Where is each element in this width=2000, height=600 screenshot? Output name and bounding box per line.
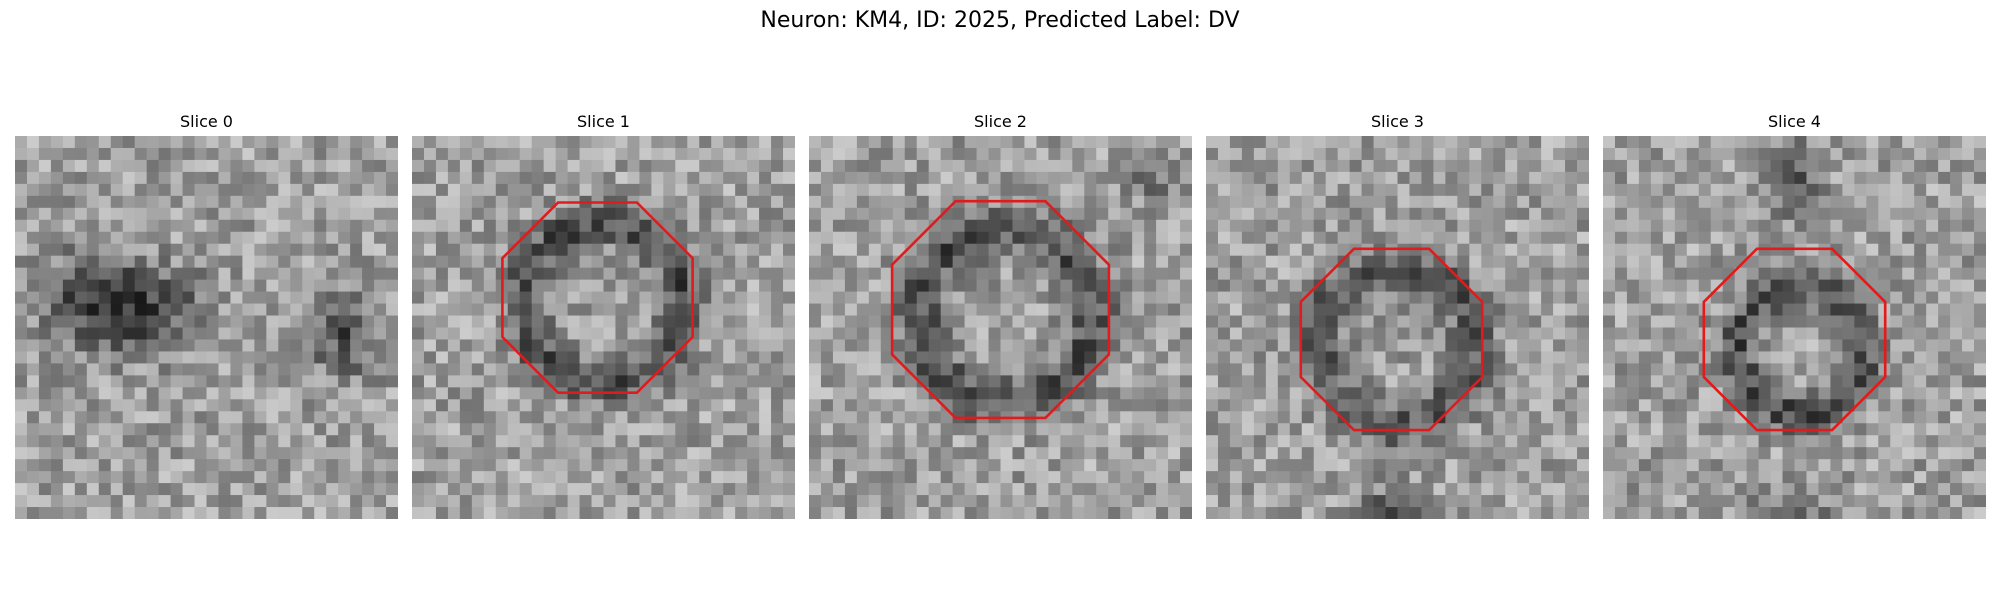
slice-panel-2: Slice 2 [809,110,1192,519]
contour-outline [1299,247,1484,432]
slice-image [412,136,795,519]
slice-title: Slice 0 [180,112,233,131]
contour-outline [501,201,694,395]
contour-outline [1702,247,1887,432]
slice-title: Slice 1 [577,112,630,131]
slice-panel-3: Slice 3 [1206,110,1589,519]
slice-image [15,136,398,519]
slice-image [809,136,1192,519]
slice-image [1603,136,1986,519]
slice-panel-1: Slice 1 [412,110,795,519]
contour-outline [890,199,1111,420]
slice-title: Slice 2 [974,112,1027,131]
slice-panel-0: Slice 0 [15,110,398,519]
figure-title: Neuron: KM4, ID: 2025, Predicted Label: … [760,8,1240,33]
slice-image [1206,136,1589,519]
slice-title: Slice 4 [1768,112,1821,131]
slice-title: Slice 3 [1371,112,1424,131]
slice-panel-4: Slice 4 [1603,110,1986,519]
